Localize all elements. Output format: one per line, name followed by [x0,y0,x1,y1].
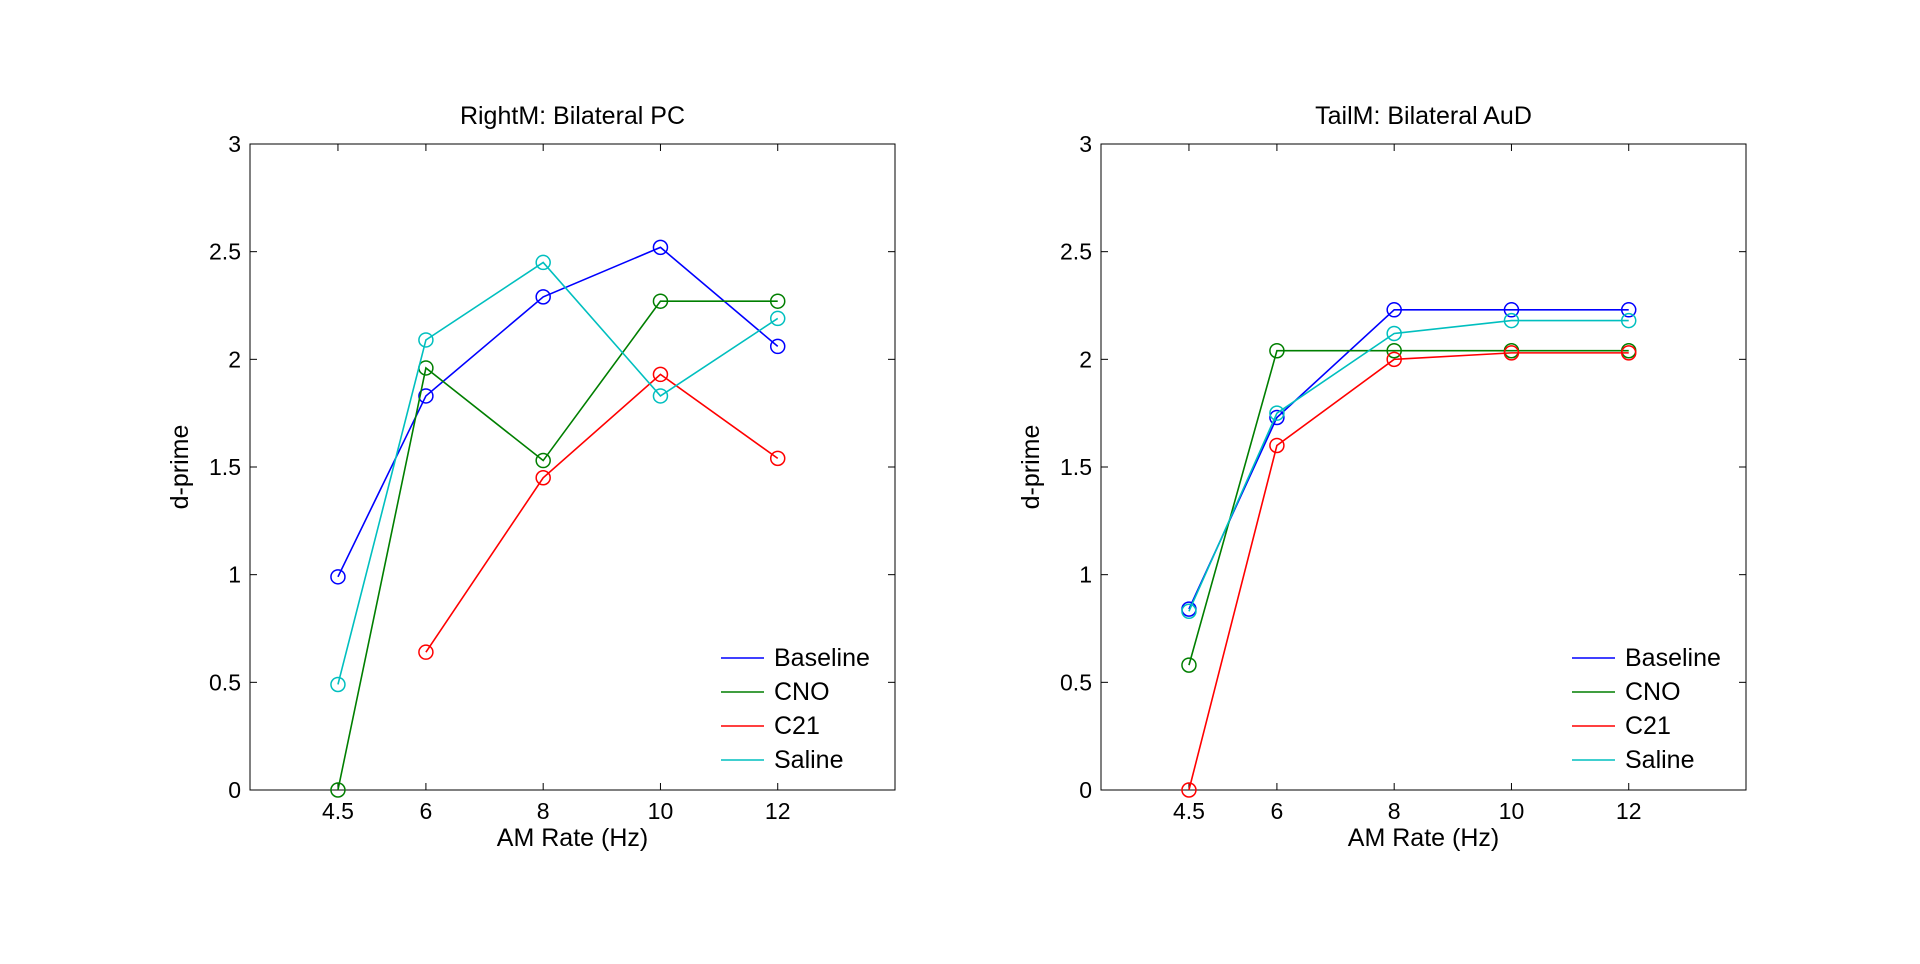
x-tick-label: 10 [648,798,674,824]
series-line [1188,349,1629,666]
data-point [1181,657,1197,673]
y-tick-label: 0 [1079,777,1092,803]
legend-label: C21 [1625,712,1671,740]
series-c21 [1181,345,1637,798]
y-axis-label: d-prime [1017,425,1045,510]
data-point [769,450,786,467]
data-point [769,338,786,355]
y-tick-label: 2 [228,346,241,372]
y-tick-label: 1.5 [209,454,241,480]
series-line [425,373,779,653]
series-saline [330,254,786,693]
data-point [535,452,551,469]
data-point [1386,351,1402,368]
x-axis-label: AM Rate (Hz) [1348,824,1499,852]
data-point [769,310,786,327]
data-point [652,388,669,404]
x-axis-label: AM Rate (Hz) [497,824,648,852]
legend-label: Saline [774,746,844,774]
data-point [418,332,434,348]
series-line [337,300,778,791]
y-tick-label: 0.5 [1060,669,1092,695]
data-point [769,293,786,309]
data-point [330,569,346,585]
data-point [418,388,434,404]
legend-label: CNO [774,678,830,706]
series-c21 [418,366,786,660]
data-point [1269,405,1285,421]
data-point [1386,325,1402,342]
data-point [1503,302,1520,318]
y-tick-label: 1.5 [1060,454,1092,480]
y-tick-label: 3 [228,131,241,157]
y-tick-label: 3 [1079,131,1092,157]
x-tick-label: 4.5 [322,798,354,824]
legend-label: Baseline [1625,644,1721,672]
data-point [418,644,434,660]
legend-label: C21 [774,712,820,740]
data-point [535,289,551,305]
legend: Baseline CNO C21 Saline [721,644,870,774]
x-tick-label: 12 [1616,798,1642,824]
x-tick-label: 10 [1499,798,1525,824]
data-point [1386,342,1402,359]
data-point [652,366,669,383]
y-axis-label: d-prime [166,425,194,510]
series-line [1188,309,1629,610]
data-point [1503,312,1520,329]
x-tick-label: 6 [420,798,433,824]
series-line [1188,352,1629,791]
data-point [1620,312,1637,329]
data-point [1386,302,1402,318]
data-point [1503,345,1520,361]
x-tick-label: 4.5 [1173,798,1205,824]
x-tick-label: 8 [1388,798,1401,824]
y-tick-label: 2 [1079,346,1092,372]
chart-title: TailM: Bilateral AuD [1315,102,1532,130]
y-tick-label: 2.5 [209,239,241,265]
data-point [535,470,551,486]
legend-label: Baseline [774,644,870,672]
y-tick-label: 1 [1079,562,1092,588]
series-cno [330,293,786,798]
data-point [1269,437,1285,454]
y-tick-label: 1 [228,562,241,588]
data-point [330,676,346,693]
legend-label: CNO [1625,678,1681,706]
series-line [337,261,779,685]
data-point [652,239,669,256]
chart-panel-2: TailM: Bilateral AuD 4.5 6 8 10 12 0 0.5 1 1.5 2 2.… [1017,102,1747,852]
y-tick-label: 2.5 [1060,239,1092,265]
series-saline [1181,312,1637,620]
legend: Baseline CNO C21 Saline [1572,644,1721,774]
chart-title: RightM: Bilateral PC [460,102,685,130]
chart-panel-1: RightM: Bilateral PC 4.5 6 8 10 12 0 0.5 1 1.5 2 2.… [166,102,896,852]
data-point [1269,409,1285,426]
y-tick-label: 0.5 [209,669,241,695]
data-point [1181,782,1197,798]
series-line [1188,319,1629,612]
data-point [1620,302,1637,318]
x-tick-label: 8 [537,798,550,824]
x-tick-label: 6 [1271,798,1284,824]
data-point [330,782,346,798]
data-point [1269,342,1285,359]
y-tick-label: 0 [228,777,241,803]
x-tick-label: 12 [765,798,791,824]
data-point [1620,345,1637,361]
legend-label: Saline [1625,746,1695,774]
data-point [1181,603,1197,620]
data-point [535,254,551,271]
data-point [652,293,669,309]
